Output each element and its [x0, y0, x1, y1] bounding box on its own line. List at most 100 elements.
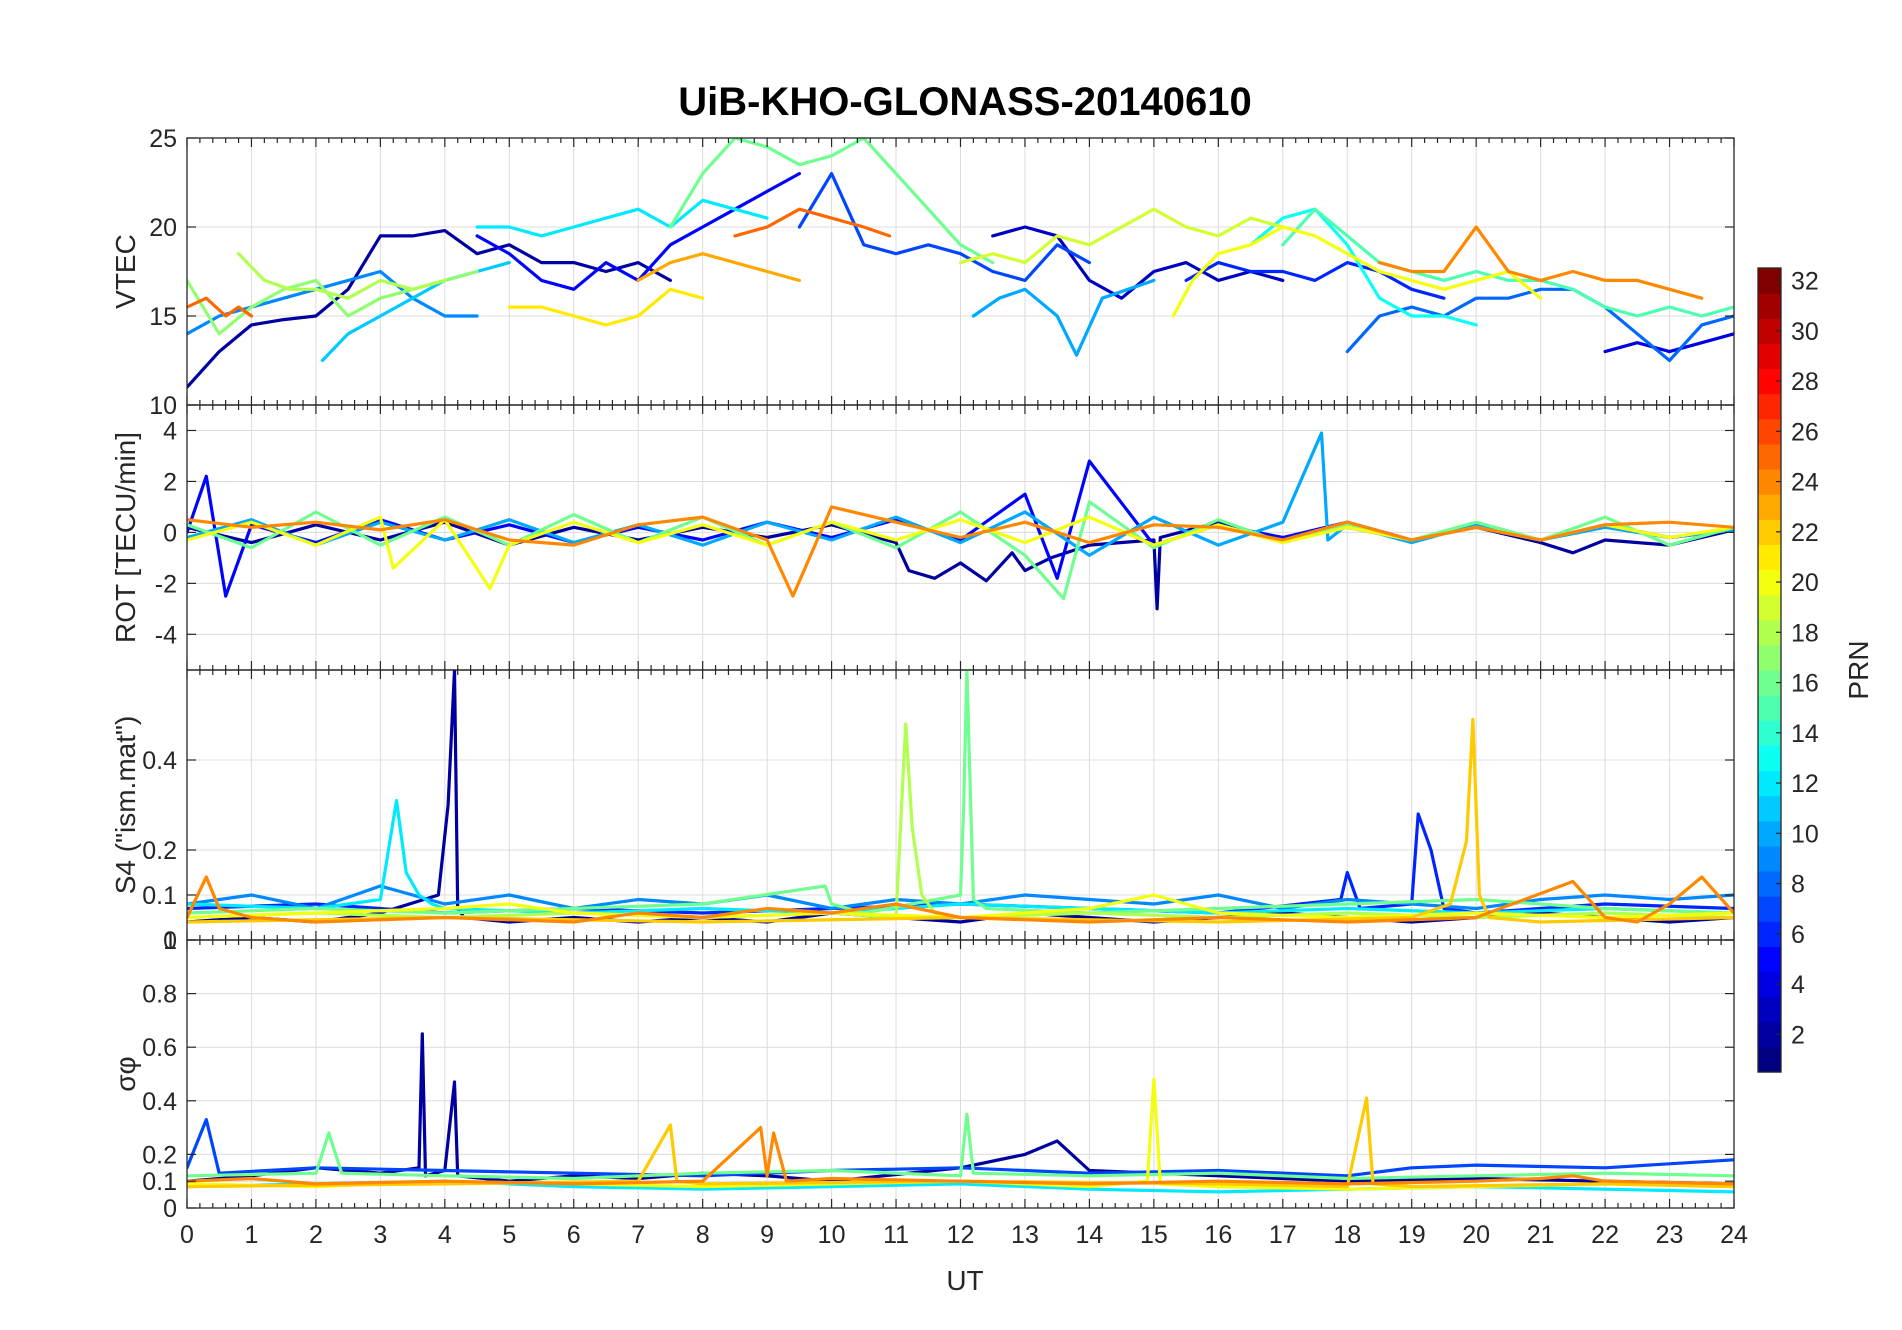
- colorbar-swatch: [1758, 695, 1781, 721]
- series-line-s4-prn18: [187, 722, 1734, 920]
- x-tick-label: 24: [1720, 1221, 1748, 1249]
- colorbar-swatch: [1758, 393, 1781, 420]
- series-group-s4: [187, 670, 1734, 924]
- colorbar-swatch: [1758, 569, 1781, 596]
- y-tick-label-sigma_phi: 1: [163, 927, 177, 955]
- series-line-s4-prn24: [187, 875, 1734, 924]
- panel-rot: -4 -2 0 2 4 ROT [TECU/min]: [110, 404, 1735, 671]
- colorbar-label: PRN: [1843, 640, 1874, 699]
- panel-sigma_phi: 00.10.2 0.4 0.6 0.8 1 σφ: [110, 927, 1735, 1223]
- colorbar-swatch: [1758, 946, 1781, 973]
- colorbar-tick-label: 18: [1791, 619, 1819, 647]
- x-tick-label: 18: [1333, 1221, 1361, 1249]
- colorbar-swatch: [1758, 820, 1781, 847]
- colorbar-swatch: [1758, 343, 1781, 370]
- y-tick-label-sigma_phi: 0: [163, 1195, 177, 1223]
- y-tick-label-s4: 0.4: [142, 747, 177, 775]
- y-tick-label-rot: 2: [163, 468, 177, 496]
- y-tick-label-sigma_phi: 0.4: [142, 1088, 177, 1116]
- x-tick-label: 10: [818, 1221, 846, 1249]
- grid-rot: [186, 405, 1735, 670]
- series-group-vtec: [187, 138, 1734, 389]
- series-line-vtec-prn6: [1184, 261, 1446, 300]
- series-line-vtec-prn18: [237, 252, 447, 300]
- colorbar-tick-label: 12: [1791, 770, 1819, 798]
- colorbar-swatch: [1758, 1021, 1781, 1048]
- colorbar-swatch: [1758, 921, 1781, 947]
- series-line-sigma_phi-prn16: [187, 1112, 1734, 1181]
- series-line-vtec-prn13: [1248, 207, 1478, 327]
- y-tick-label-vtec: 25: [149, 125, 177, 153]
- colorbar-tick-label: 30: [1791, 318, 1819, 346]
- x-tick-label: 15: [1140, 1221, 1168, 1249]
- series-line-vtec-prn16: [668, 138, 995, 265]
- series-line-s4-prn22: [187, 717, 1734, 924]
- colorbar-tick-label: 28: [1791, 368, 1819, 396]
- y-axis-label-vtec: VTEC: [110, 234, 141, 309]
- y-tick-label-sigma_phi: 0.1: [142, 1168, 177, 1196]
- x-tick-label: 21: [1527, 1221, 1555, 1249]
- x-tick-label: 1: [245, 1221, 259, 1249]
- colorbar-swatch: [1758, 896, 1781, 922]
- x-tick-label: 6: [567, 1221, 581, 1249]
- series-line-vtec-prn24: [1377, 225, 1704, 300]
- series-line-vtec-prn25: [733, 207, 892, 238]
- colorbar-swatch: [1758, 494, 1781, 520]
- colorbar-swatch: [1758, 519, 1781, 545]
- series-line-vtec-prn20: [1171, 225, 1543, 318]
- x-tick-label: 7: [631, 1221, 645, 1249]
- y-axis-label-sigma_phi: σφ: [110, 1056, 141, 1091]
- series-line-vtec-prn23: [636, 252, 802, 282]
- colorbar-swatch: [1758, 544, 1781, 571]
- colorbar-swatch: [1758, 318, 1781, 344]
- x-tick-label: 22: [1591, 1221, 1619, 1249]
- series-line-rot-prn24: [187, 505, 1734, 598]
- colorbar-tick-label: 6: [1791, 921, 1805, 949]
- y-tick-label-rot: -2: [155, 570, 177, 598]
- colorbar-swatch: [1758, 871, 1781, 897]
- y-tick-label-vtec: 15: [149, 303, 177, 331]
- series-line-vtec-prn4: [1603, 332, 1734, 354]
- x-tick-label: 4: [438, 1221, 452, 1249]
- y-tick-label-sigma_phi: 0.8: [142, 981, 177, 1009]
- series-line-vtec-prn7: [797, 172, 1092, 282]
- colorbar-tick-label: 24: [1791, 469, 1819, 497]
- colorbar-tick-label: 32: [1791, 268, 1819, 296]
- y-tick-label-s4: 0.1: [142, 882, 177, 910]
- series-line-vtec-prn15: [1281, 207, 1734, 318]
- colorbar-swatch: [1758, 795, 1781, 822]
- series-line-vtec-prn12: [475, 198, 769, 238]
- series-line-s4-prn16: [187, 670, 1734, 915]
- colorbar-tick-label: 2: [1791, 1021, 1805, 1049]
- colorbar-tick-label: 22: [1791, 519, 1819, 547]
- colorbar-swatch: [1758, 971, 1781, 998]
- series-line-vtec-prn21: [507, 287, 705, 327]
- y-tick-label-rot: 4: [163, 417, 177, 445]
- x-tick-label: 2: [309, 1221, 323, 1249]
- x-tick-label: 20: [1462, 1221, 1490, 1249]
- y-tick-label-rot: 0: [163, 519, 177, 547]
- x-tick-label: 23: [1656, 1221, 1684, 1249]
- colorbar-swatch: [1758, 996, 1781, 1023]
- colorbar-swatch: [1758, 293, 1781, 319]
- colorbar-swatch: [1758, 594, 1781, 621]
- x-tick-label: 9: [760, 1221, 774, 1249]
- y-tick-label-sigma_phi: 0.2: [142, 1141, 177, 1169]
- x-tick-labels: 0 1 2 3 4 5 6 7 8 9 10 11 12 13 14 15 16 17 18 19 20 21 22 23 24: [180, 1221, 1748, 1249]
- series-line-sigma_phi-prn24: [187, 1125, 1734, 1186]
- x-tick-label: 0: [180, 1221, 194, 1249]
- colorbar-tick-label: 26: [1791, 418, 1819, 446]
- y-axis-label-s4: S4 ("ism.mat"): [110, 716, 141, 895]
- y-tick-label-sigma_phi: 0.6: [142, 1034, 177, 1062]
- colorbar-tick-label: 4: [1791, 971, 1805, 999]
- x-tick-label: 3: [373, 1221, 387, 1249]
- colorbar-frame: [1757, 267, 1782, 1073]
- colorbar-tick-label: 16: [1791, 670, 1819, 698]
- y-tick-label-rot: -4: [155, 621, 177, 649]
- series-line-vtec-prn9: [187, 269, 479, 336]
- y-tick-label-vtec: 10: [149, 392, 177, 420]
- x-tick-label: 11: [883, 1221, 909, 1249]
